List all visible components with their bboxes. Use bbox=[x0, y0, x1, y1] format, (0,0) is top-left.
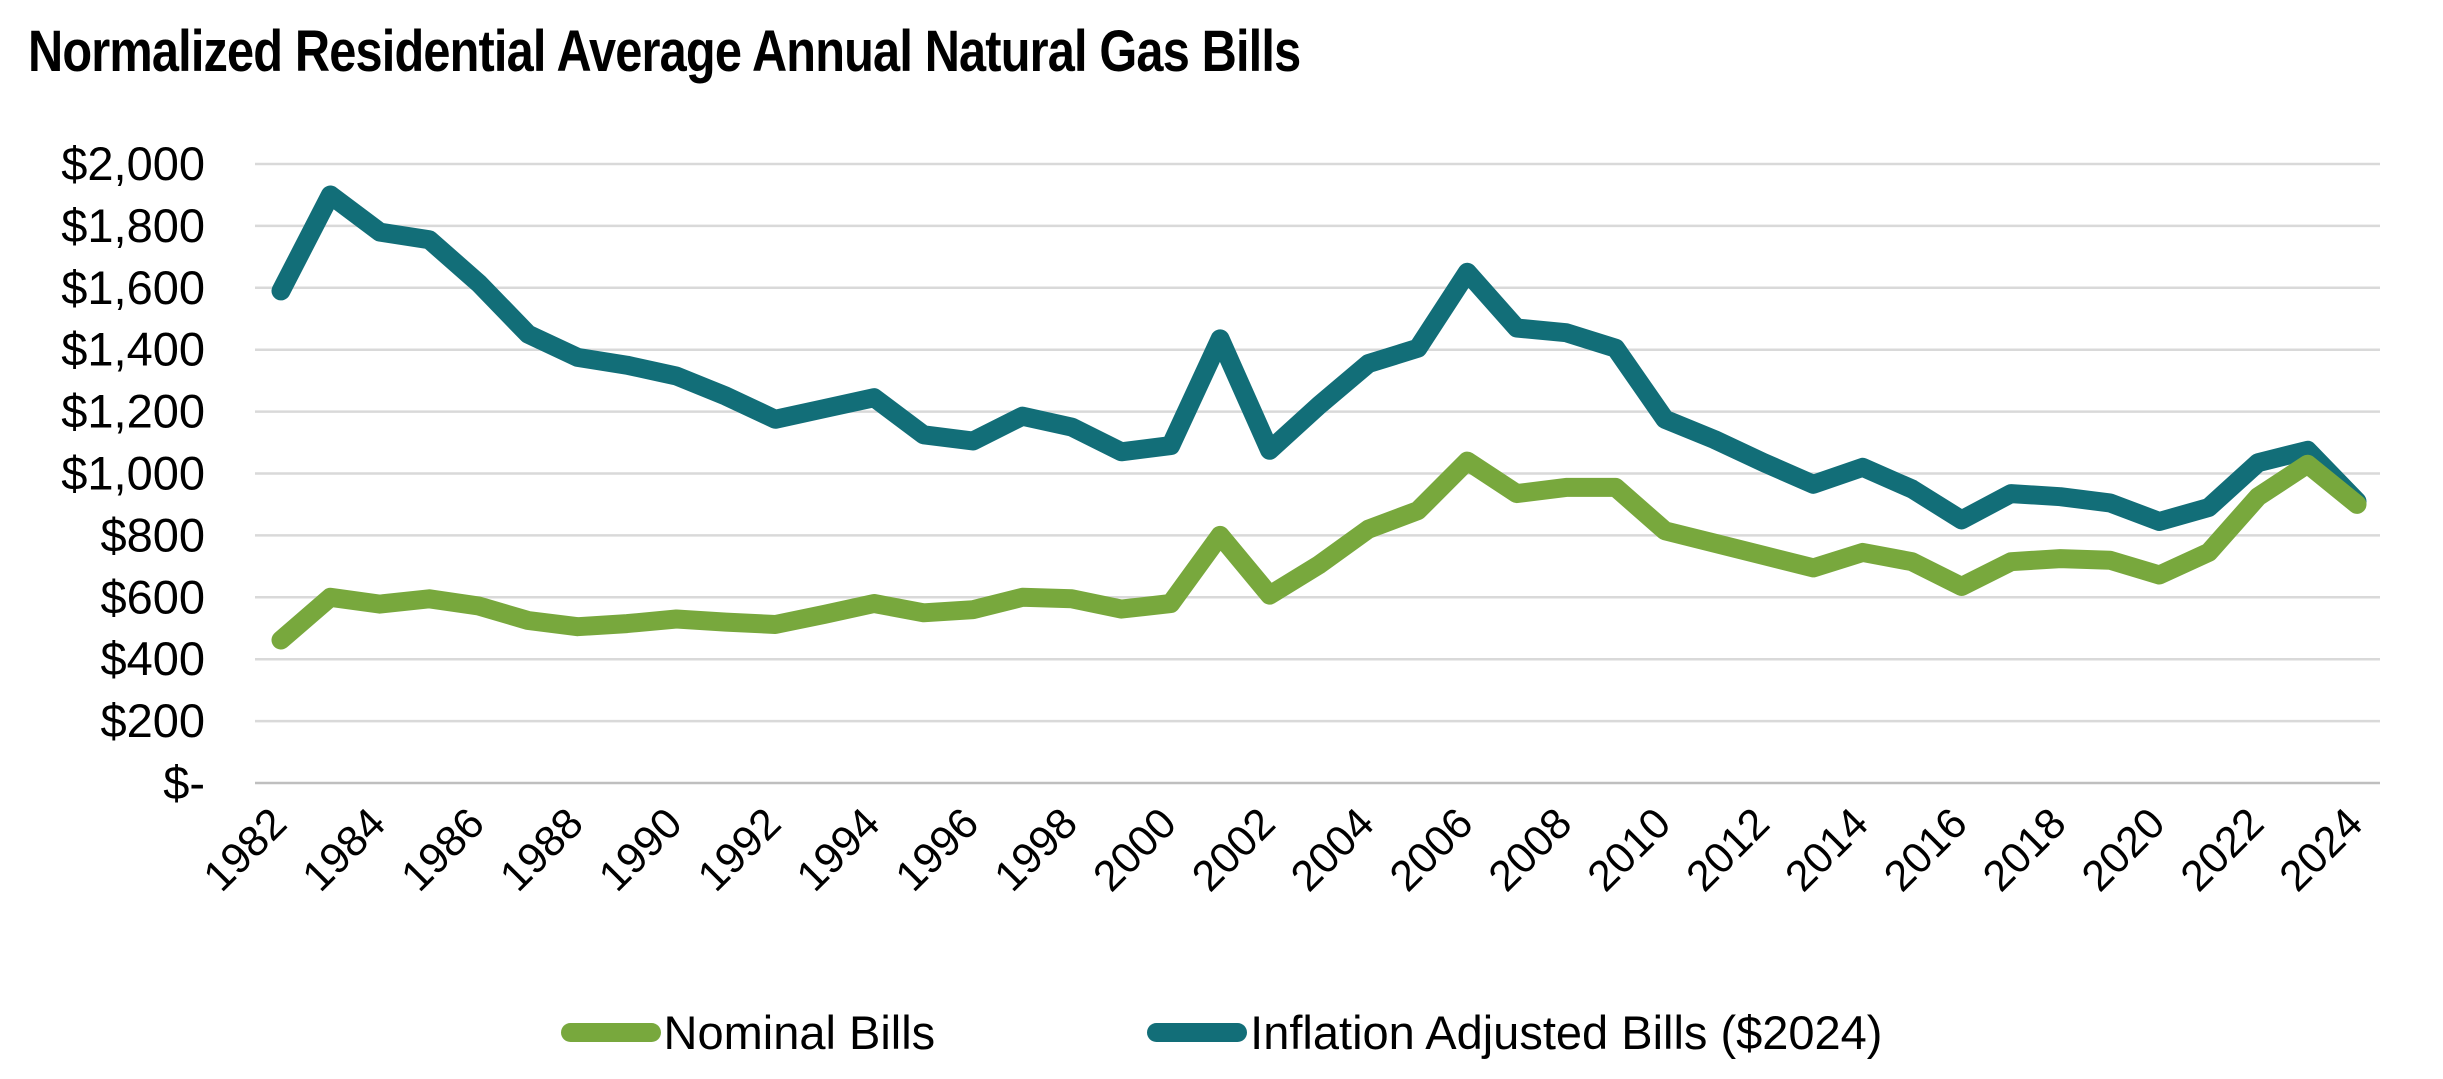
nominal-line-swatch-icon bbox=[560, 1022, 661, 1042]
y-axis-label: $1,600 bbox=[61, 261, 205, 314]
y-axis-label: $1,000 bbox=[61, 447, 205, 500]
x-axis-label: 2016 bbox=[1875, 799, 1977, 901]
inflation-adjusted-bills-line bbox=[271, 185, 2367, 531]
chart-title: Normalized Residential Average Annual Na… bbox=[28, 19, 1301, 84]
x-axis-label: 1990 bbox=[590, 799, 692, 901]
x-axis-label: 2020 bbox=[2073, 799, 2175, 901]
x-axis-label: 2010 bbox=[1578, 799, 1680, 901]
x-axis-label: 1994 bbox=[788, 799, 890, 901]
x-axis-label: 1986 bbox=[392, 799, 494, 901]
y-axis-label: $- bbox=[163, 756, 205, 809]
x-axis-label: 2000 bbox=[1084, 799, 1186, 901]
x-axis-label: 1992 bbox=[689, 799, 791, 901]
y-axis-label: $2,000 bbox=[61, 137, 205, 190]
legend-label-inflation-adjusted: Inflation Adjusted Bills ($2024) bbox=[1250, 1005, 1883, 1059]
x-axis-label: 1988 bbox=[491, 799, 593, 901]
y-axis-label: $600 bbox=[100, 570, 205, 623]
legend-item-nominal: Nominal Bills bbox=[560, 1005, 936, 1060]
x-axis-label: 2018 bbox=[1974, 799, 2076, 901]
y-axis-label: $1,800 bbox=[61, 199, 205, 252]
inflation-adjusted-line-swatch-icon bbox=[1147, 1022, 1248, 1042]
x-axis-label: 1984 bbox=[293, 799, 395, 901]
x-axis-label: 2004 bbox=[1282, 799, 1384, 901]
x-axis-label: 2002 bbox=[1183, 799, 1285, 901]
chart-legend: Nominal Bills Inflation Adjusted Bills (… bbox=[0, 1000, 2443, 1064]
legend-label-nominal: Nominal Bills bbox=[663, 1005, 936, 1059]
x-axis-label: 2014 bbox=[1776, 799, 1878, 901]
y-axis-label: $800 bbox=[100, 508, 205, 561]
y-axis-label: $400 bbox=[100, 632, 205, 685]
x-axis-label: 1982 bbox=[194, 799, 296, 901]
x-axis-label: 2012 bbox=[1677, 799, 1779, 901]
x-axis-label: 2006 bbox=[1381, 799, 1483, 901]
x-axis-label: 1996 bbox=[886, 799, 988, 901]
legend-item-inflation-adjusted: Inflation Adjusted Bills ($2024) bbox=[1147, 1005, 1882, 1060]
x-axis-label: 2024 bbox=[2270, 799, 2372, 901]
y-axis-label: $1,400 bbox=[61, 323, 205, 376]
x-axis-label: 2022 bbox=[2172, 799, 2274, 901]
x-axis-label: 1998 bbox=[985, 799, 1087, 901]
x-axis-label: 2008 bbox=[1480, 799, 1582, 901]
y-axis-label: $1,200 bbox=[61, 385, 205, 438]
nominal-bills-line bbox=[271, 451, 2367, 650]
y-axis-label: $200 bbox=[100, 694, 205, 747]
